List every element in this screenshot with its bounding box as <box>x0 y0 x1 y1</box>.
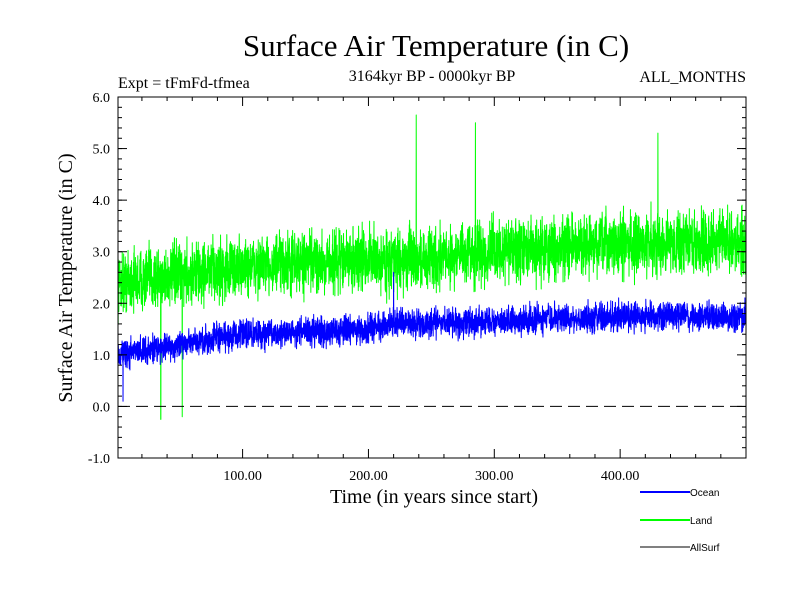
tick-layer: -1.0 0.0 1.0 2.0 3.0 4.0 5.0 6.0 100.00 200.00 300… <box>88 91 746 484</box>
legend-label-land: Land <box>690 516 712 527</box>
series-layer <box>117 114 747 420</box>
y-tick-label: 5.0 <box>93 143 111 158</box>
period-label: 3164kyr BP - 0000kyr BP <box>349 68 516 85</box>
x-axis-label: Time (in years since start) <box>330 486 538 508</box>
y-tick-label: 2.0 <box>93 297 111 312</box>
x-tick-label: 100.00 <box>223 469 262 484</box>
chart-title: Surface Air Temperature (in C) <box>243 28 629 63</box>
series-ocean-line <box>117 271 747 402</box>
legend-label-allsurf: AllSurf <box>690 543 720 554</box>
x-tick-label: 400.00 <box>601 469 640 484</box>
y-tick-label: 0.0 <box>93 400 111 415</box>
legend: Ocean Land AllSurf <box>640 488 720 554</box>
plot-area: -1.0 0.0 1.0 2.0 3.0 4.0 5.0 6.0 100.00 200.00 300… <box>88 91 747 484</box>
x-tick-label: 300.00 <box>475 469 514 484</box>
y-axis-label: Surface Air Temperature (in C) <box>55 153 77 402</box>
months-label: ALL_MONTHS <box>639 69 746 86</box>
y-tick-label: 6.0 <box>93 91 111 106</box>
x-tick-label: 200.00 <box>349 469 388 484</box>
experiment-label: Expt = tFmFd-tfmea <box>118 75 250 92</box>
y-tick-label: 3.0 <box>93 246 111 261</box>
y-tick-label: 4.0 <box>93 194 111 209</box>
series-land-line <box>117 114 747 420</box>
y-tick-label: -1.0 <box>88 452 110 467</box>
plot-frame <box>117 96 747 459</box>
legend-label-ocean: Ocean <box>690 488 719 499</box>
y-tick-label: 1.0 <box>93 349 111 364</box>
